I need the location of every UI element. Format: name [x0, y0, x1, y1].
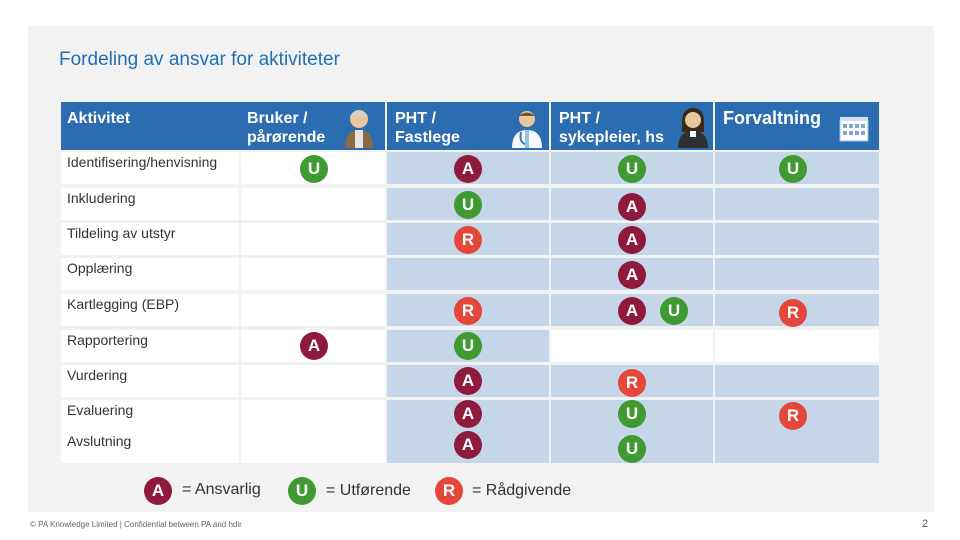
header-col3-label: PHT / sykepleier, hs	[559, 110, 664, 146]
row-label-cell: Avslutning	[61, 431, 239, 463]
badge-ansvarlig: A	[618, 297, 646, 325]
badge-ansvarlig: A	[618, 226, 646, 254]
badge-ansvarlig: A	[454, 367, 482, 395]
doctor-icon	[507, 106, 547, 153]
badge-ansvarlig: A	[454, 431, 482, 459]
office-building-icon	[839, 116, 869, 147]
legend-ansvarlig-text: = Ansvarlig	[182, 481, 261, 498]
nurse-icon	[673, 106, 713, 153]
row-label: Rapportering	[67, 332, 148, 348]
cell-col1	[241, 188, 385, 220]
header-col1-label: Bruker / pårørende	[247, 110, 326, 146]
row-label-cell: Rapportering	[61, 330, 239, 362]
row-label: Opplæring	[67, 260, 133, 276]
row-label: Evaluering	[67, 402, 134, 418]
badge-utforende: U	[618, 400, 646, 428]
row-label: Kartlegging (EBP)	[67, 296, 180, 312]
row-label-cell: Kartlegging (EBP)	[61, 294, 239, 326]
table-row: Evaluering	[61, 400, 879, 432]
cell-col2	[387, 258, 549, 290]
badge-ansvarlig: A	[454, 400, 482, 428]
row-label-cell: Inkludering	[61, 188, 239, 220]
legend-radgivende-text: = Rådgivende	[472, 482, 572, 499]
header-col2-label: PHT / Fastlege	[395, 110, 460, 146]
footer-text: © PA Knowledge Limited | Confidential be…	[30, 520, 242, 529]
row-label: Tildeling av utstyr	[67, 225, 176, 241]
row-label-cell: Identifisering/henvisning	[61, 152, 239, 184]
cell-col4	[715, 431, 879, 463]
row-label-cell: Vurdering	[61, 365, 239, 397]
slide-title: Fordeling av ansvar for aktiviteter	[59, 49, 340, 70]
header-col4: Forvaltning	[715, 102, 879, 150]
badge-utforende: U	[660, 297, 688, 325]
header-activity-label: Aktivitet	[67, 110, 131, 127]
badge-utforende: U	[454, 191, 482, 219]
badge-radgivende: R	[454, 297, 482, 325]
badge-utforende: U	[454, 332, 482, 360]
badge-utforende: U	[618, 155, 646, 183]
cell-col1	[241, 223, 385, 255]
cell-col4	[715, 365, 879, 397]
badge-radgivende: R	[618, 369, 646, 397]
badge-radgivende: R	[779, 402, 807, 430]
row-label: Inkludering	[67, 190, 136, 206]
badge-ansvarlig: A	[618, 193, 646, 221]
cell-col4	[715, 330, 879, 362]
table-row: Inkludering	[61, 188, 879, 220]
header-activity: Aktivitet Bruker / pårørende	[61, 102, 385, 150]
legend-badge-utforende: U	[288, 477, 316, 505]
table-row: Rapportering	[61, 330, 879, 362]
row-label-cell: Opplæring	[61, 258, 239, 290]
cell-col4	[715, 223, 879, 255]
row-label: Avslutning	[67, 433, 132, 449]
cell-col4	[715, 188, 879, 220]
cell-col1	[241, 400, 385, 432]
cell-col1	[241, 365, 385, 397]
badge-utforende: U	[618, 435, 646, 463]
header-col3: PHT / sykepleier, hs	[551, 102, 713, 150]
row-label-cell: Tildeling av utstyr	[61, 223, 239, 255]
row-label: Vurdering	[67, 367, 128, 383]
elderly-person-icon	[339, 106, 379, 153]
badge-ansvarlig: A	[454, 155, 482, 183]
badge-ansvarlig: A	[618, 261, 646, 289]
cell-col4	[715, 258, 879, 290]
badge-ansvarlig: A	[300, 332, 328, 360]
legend-badge-ansvarlig: A	[144, 477, 172, 505]
badge-utforende: U	[300, 155, 328, 183]
badge-radgivende: R	[779, 299, 807, 327]
cell-col1	[241, 258, 385, 290]
cell-col1	[241, 431, 385, 463]
row-label-cell: Evaluering	[61, 400, 239, 432]
cell-col1	[241, 294, 385, 326]
page-number: 2	[922, 518, 929, 530]
badge-radgivende: R	[454, 226, 482, 254]
header-col2: PHT / Fastlege	[387, 102, 549, 150]
row-label: Identifisering/henvisning	[67, 154, 218, 170]
badge-utforende: U	[779, 155, 807, 183]
cell-col3	[551, 330, 713, 362]
table-row: Opplæring	[61, 258, 879, 290]
table-row: Tildeling av utstyr	[61, 223, 879, 255]
legend-utforende-text: = Utførende	[326, 482, 411, 499]
legend-badge-radgivende: R	[435, 477, 463, 505]
header-col4-label: Forvaltning	[723, 108, 821, 128]
